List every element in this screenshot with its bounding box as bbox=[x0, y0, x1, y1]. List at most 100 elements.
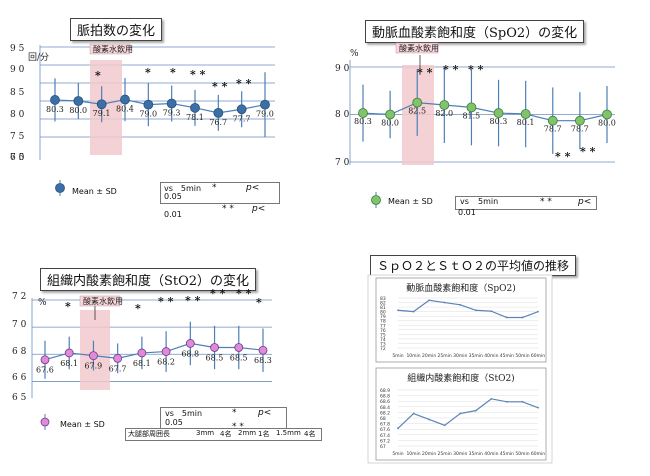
summary-spo2-y-tick: 80 bbox=[380, 310, 386, 316]
spo2-legend-label: Mean ± SD bbox=[388, 197, 433, 206]
sto2-sig-mark: * * bbox=[185, 294, 201, 307]
spo2-y-label: % bbox=[350, 49, 359, 59]
spo2-highlight-label: 酸素水飲用 bbox=[399, 43, 439, 53]
sto2-highlight-label-bg bbox=[79, 295, 121, 307]
sto2-sig-mark: * bbox=[65, 300, 71, 313]
sto2-stats-p05: 0.05 bbox=[165, 418, 183, 427]
spo2-marker bbox=[574, 115, 585, 126]
summary-sto2-point bbox=[490, 397, 493, 400]
sto2-value-label: 68.2 bbox=[157, 358, 175, 367]
summary-spo2-y-tick: 77 bbox=[380, 323, 386, 329]
sto2-marker bbox=[89, 351, 98, 361]
sto2-marker bbox=[210, 343, 219, 352]
pulse-value-label: 79.0 bbox=[256, 110, 274, 119]
spo2-marker bbox=[547, 115, 558, 126]
summary-spo2-point bbox=[397, 309, 399, 312]
summary-spo2-x-tick: 45min bbox=[500, 353, 514, 359]
summary-sto2-point bbox=[443, 424, 446, 427]
sto2-girth-3mm: 3mm bbox=[196, 429, 215, 437]
summary-spo2-y-tick: 75 bbox=[380, 332, 386, 338]
summary-spo2-y-tick: 76 bbox=[380, 328, 386, 334]
summary-sto2-title: 組織内酸素飽和度（StO2) bbox=[407, 372, 514, 384]
pulse-y-tick: 7 0 bbox=[10, 153, 25, 163]
sto2-girth-label: 大腿部周囲長 bbox=[128, 430, 170, 438]
sto2-stats-star: * bbox=[232, 408, 237, 418]
pulse-highlight-band bbox=[90, 60, 122, 155]
sto2-y-label: % bbox=[38, 298, 47, 308]
pulse-y-tick: 7 5 bbox=[10, 132, 25, 142]
summary-sto2-x-tick: 45min bbox=[500, 451, 514, 457]
sto2-value-label: 67.6 bbox=[36, 366, 54, 375]
sto2-y-tick: 6 6 bbox=[12, 373, 27, 383]
pulse-value-label: 77.7 bbox=[233, 114, 251, 123]
summary-sto2-y-tick: 68.4 bbox=[380, 405, 390, 411]
summary-sto2-x-tick: 40min bbox=[484, 451, 498, 457]
summary-spo2-x-tick: 25min bbox=[438, 353, 452, 359]
summary-spo2-point bbox=[537, 310, 539, 313]
sto2-stats-p: p< bbox=[258, 408, 272, 418]
pulse-y-tick: 8 5 bbox=[10, 88, 25, 98]
sto2-value-label: 68.3 bbox=[254, 356, 272, 365]
summary-sto2-x-tick: 50min bbox=[515, 451, 529, 457]
sto2-chart-title: 組織内酸素飽和度（StO2）の変化 bbox=[40, 268, 257, 291]
spo2-stats-box bbox=[455, 196, 597, 210]
summary-spo2-x-tick: 60min bbox=[531, 353, 545, 359]
summary-spo2-y-tick: 79 bbox=[380, 314, 386, 320]
pulse-value-label: 79.1 bbox=[93, 109, 111, 118]
pulse-value-label: 80.3 bbox=[46, 105, 64, 114]
spo2-value-label: 80.3 bbox=[354, 117, 372, 126]
pulse-value-label: 78.1 bbox=[186, 113, 204, 122]
summary-spo2-x-tick: 10min bbox=[406, 353, 420, 359]
pulse-sig-mark: * bbox=[95, 69, 101, 82]
pulse-legend-marker bbox=[55, 183, 65, 193]
sto2-marker bbox=[40, 355, 50, 365]
sto2-sig-mark: * * bbox=[236, 287, 252, 300]
summary-spo2-y-tick: 72 bbox=[380, 346, 386, 352]
spo2-value-label: 82.0 bbox=[435, 109, 453, 118]
spo2-sig-mark: * * bbox=[417, 66, 433, 79]
pulse-stats-p05: 0.05 bbox=[164, 192, 182, 201]
spo2-stats-vs: vs bbox=[460, 197, 469, 206]
summary-spo2-point bbox=[505, 316, 508, 319]
sto2-girth-15mm: 1.5mm bbox=[276, 429, 301, 437]
spo2-marker bbox=[385, 109, 396, 120]
summary-spo2-title: 動脈血酸素飽和度（SpO2) bbox=[406, 282, 516, 294]
spo2-marker bbox=[466, 102, 477, 113]
summary-sto2-x-tick: 25min bbox=[438, 451, 452, 457]
sto2-stats-vs: vs 5min bbox=[165, 409, 203, 418]
pulse-stats-vs: vs 5min bbox=[164, 184, 202, 193]
summary-sto2-y-tick: 68 bbox=[380, 416, 386, 422]
summary-spo2-point bbox=[521, 316, 524, 319]
sto2-highlight-band bbox=[80, 310, 110, 390]
summary-spo2-x-tick: 35min bbox=[469, 353, 483, 359]
sto2-y-tick: 7 2 bbox=[12, 292, 26, 302]
sto2-value-label: 68.1 bbox=[60, 359, 78, 368]
pulse-chart-title: 脈拍数の変化 bbox=[70, 18, 163, 41]
sto2-sig-mark: * * bbox=[158, 295, 174, 308]
summary-sto2-y-tick: 67.2 bbox=[380, 438, 390, 444]
pulse-value-label: 80.4 bbox=[116, 105, 134, 114]
summary-spo2-x-tick: 40min bbox=[484, 353, 498, 359]
pulse-sig-mark: * * bbox=[212, 80, 228, 93]
pulse-sig-mark: * bbox=[170, 66, 176, 79]
sto2-series-line bbox=[44, 342, 264, 361]
sto2-sig-mark: * * bbox=[210, 287, 226, 300]
sto2-girth-1: 1名 bbox=[258, 430, 270, 438]
summary-spo2-x-tick: 50min bbox=[515, 353, 529, 359]
summary-sto2-x-tick: 10min bbox=[406, 451, 420, 457]
pulse-marker bbox=[50, 95, 60, 105]
spo2-y-tick: 7 0 bbox=[335, 158, 350, 168]
summary-sto2-y-tick: 68.2 bbox=[380, 410, 390, 416]
summary-spo2-point bbox=[412, 310, 415, 313]
spo2-highlight-label-bg bbox=[395, 42, 439, 54]
sto2-y-tick: 6 8 bbox=[12, 347, 27, 357]
pulse-marker bbox=[166, 98, 177, 109]
summary-sto2-y-tick: 68.9 bbox=[380, 388, 390, 394]
summary-spo2-y-tick: 74 bbox=[380, 337, 386, 343]
pulse-value-label: 79.3 bbox=[163, 109, 181, 118]
pulse-stats-dstar: * * bbox=[222, 204, 234, 214]
pulse-stats-p: p< bbox=[246, 183, 260, 193]
summary-spo2-line bbox=[397, 299, 539, 319]
summary-sto2-x-tick: 20min bbox=[422, 451, 436, 457]
